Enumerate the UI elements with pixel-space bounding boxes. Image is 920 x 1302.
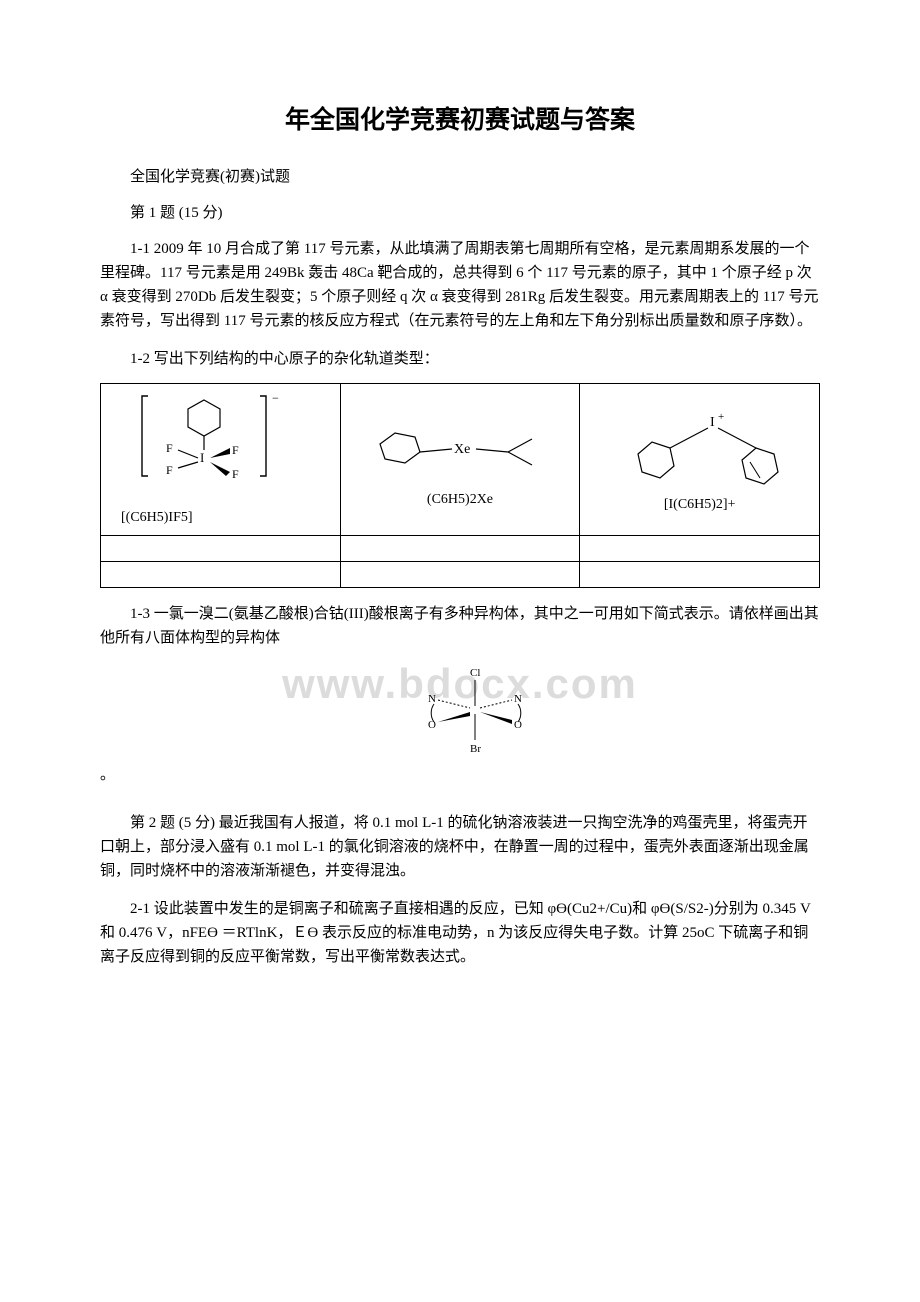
diagram-xe-icon: Xe <box>360 409 560 489</box>
q1-2-text: 1-2 写出下列结构的中心原子的杂化轨道类型： <box>100 347 820 371</box>
svg-text:F: F <box>232 467 239 481</box>
cell-diagram-3: I + [I(C6H5)2]+ <box>580 384 820 536</box>
svg-text:F: F <box>232 443 239 457</box>
cell2-label: (C6H5)2Xe <box>347 489 574 511</box>
empty-cell <box>580 536 820 562</box>
cell3-label: [I(C6H5)2]+ <box>586 494 813 516</box>
empty-cell <box>340 562 580 588</box>
empty-cell <box>340 536 580 562</box>
q1-1-text: 1-1 2009 年 10 月合成了第 117 号元素，从此填满了周期表第七周期… <box>100 237 820 333</box>
svg-text:F: F <box>166 463 173 477</box>
cell-diagram-1: − I F F F F <box>101 384 341 536</box>
structure-table: − I F F F F <box>100 383 820 588</box>
empty-cell <box>101 562 341 588</box>
diagram-if5-icon: − I F F F F <box>130 388 310 503</box>
q1-3-text: 1-3 一氯一溴二(氨基乙酸根)合钴(III)酸根离子有多种异构体，其中之一可用… <box>100 602 820 650</box>
empty-cell <box>580 562 820 588</box>
period-mark: 。 <box>100 763 820 787</box>
svg-text:−: − <box>272 391 279 405</box>
svg-text:Xe: Xe <box>454 442 470 457</box>
document-content: 年全国化学竞赛初赛试题与答案 全国化学竞赛(初赛)试题 第 1 题 (15 分)… <box>100 100 820 969</box>
q1-header: 第 1 题 (15 分) <box>100 201 820 225</box>
empty-cell <box>101 536 341 562</box>
page-title: 年全国化学竞赛初赛试题与答案 <box>100 100 820 140</box>
svg-text:Br: Br <box>470 743 481 755</box>
diagram-iplus-icon: I + <box>600 404 800 494</box>
svg-text:N: N <box>514 693 522 705</box>
svg-text:O: O <box>428 719 436 731</box>
svg-text:I: I <box>200 450 204 465</box>
q2-header: 第 2 题 (5 分) 最近我国有人报道，将 0.1 mol L-1 的硫化钠溶… <box>100 811 820 883</box>
intro-line: 全国化学竞赛(初赛)试题 <box>100 165 820 189</box>
cell-diagram-2: Xe (C6H5)2Xe <box>340 384 580 536</box>
svg-text:+: + <box>718 411 724 423</box>
svg-text:N: N <box>428 693 436 705</box>
cell1-label: [(C6H5)IF5] <box>107 503 334 531</box>
svg-text:F: F <box>166 441 173 455</box>
svg-text:Cl: Cl <box>470 667 480 679</box>
q2-1-text: 2-1 设此装置中发生的是铜离子和硫离子直接相遇的反应，已知 φӨ(Cu2+/C… <box>100 897 820 969</box>
octahedral-icon: Cl N O N O Br <box>410 664 540 759</box>
svg-text:O: O <box>514 719 522 731</box>
octahedral-diagram: Cl N O N O Br <box>130 664 820 759</box>
svg-text:I: I <box>710 415 715 430</box>
